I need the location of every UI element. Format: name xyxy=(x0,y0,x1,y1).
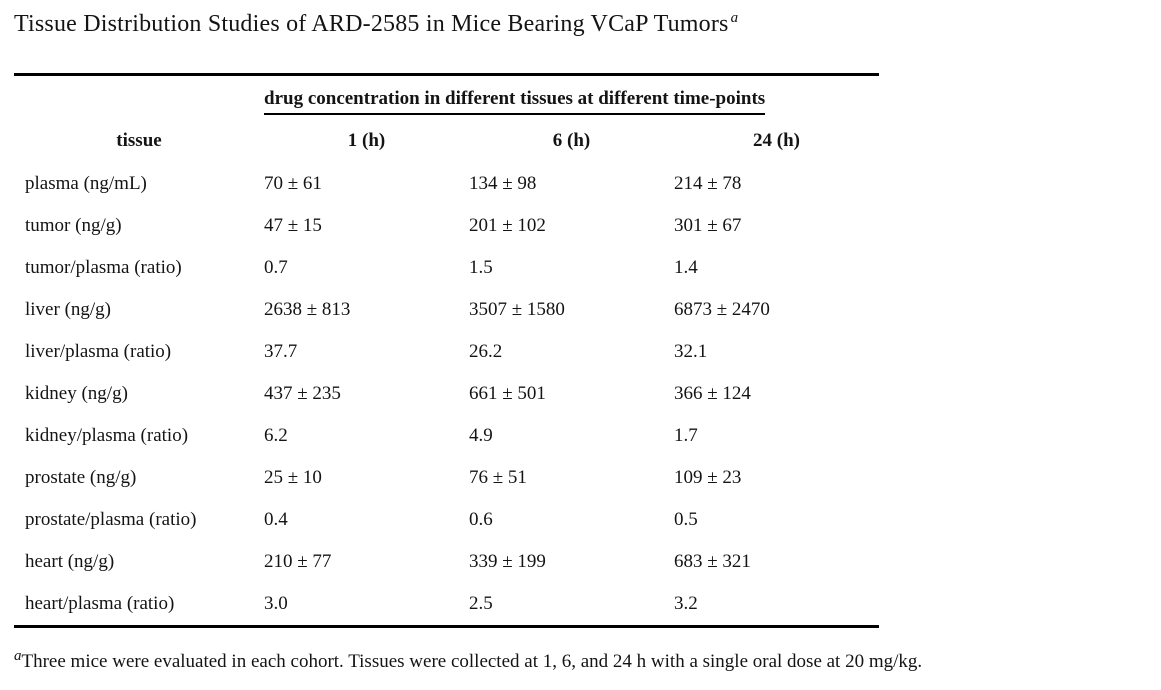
value-cell: 37.7 xyxy=(264,341,298,362)
value-cell: 26.2 xyxy=(469,341,503,362)
table-row: tumor (ng/g) 47 ± 15 201 ± 102 301 ± 67 xyxy=(14,205,879,247)
value-cell: 366 ± 124 xyxy=(674,383,751,404)
value-cell: 661 ± 501 xyxy=(469,383,546,404)
value-cell: 0.4 xyxy=(264,509,288,530)
table-row: liver (ng/g) 2638 ± 813 3507 ± 1580 6873… xyxy=(14,289,879,331)
column-header-1h: 1 (h) xyxy=(347,129,386,151)
value-cell: 32.1 xyxy=(674,341,708,362)
tissue-label-cell: liver (ng/g) xyxy=(25,299,112,320)
value-cell: 134 ± 98 xyxy=(469,173,537,194)
value-cell: 6.2 xyxy=(264,425,288,446)
value-cell: 0.7 xyxy=(264,257,288,278)
paper-table-page: Tissue Distribution Studies of ARD-2585 … xyxy=(0,9,1161,690)
data-table: drug concentration in different tissues … xyxy=(14,73,879,628)
value-cell: 3507 ± 1580 xyxy=(469,299,565,320)
table-row: plasma (ng/mL) 70 ± 61 134 ± 98 214 ± 78 xyxy=(14,163,879,205)
table-footnote: aThree mice were evaluated in each cohor… xyxy=(14,648,1161,676)
value-cell: 70 ± 61 xyxy=(264,173,322,194)
tissue-label-cell: heart (ng/g) xyxy=(25,551,115,572)
tissue-label-cell: heart/plasma (ratio) xyxy=(25,593,175,614)
value-cell: 1.4 xyxy=(674,257,698,278)
title-footnote-marker: a xyxy=(730,10,739,26)
value-cell: 0.6 xyxy=(469,509,493,530)
column-header-tissue: tissue xyxy=(116,129,162,151)
value-cell: 6873 ± 2470 xyxy=(674,299,770,320)
value-cell: 214 ± 78 xyxy=(674,173,742,194)
table-row: prostate (ng/g) 25 ± 10 76 ± 51 109 ± 23 xyxy=(14,457,879,499)
span-header-label: drug concentration in different tissues … xyxy=(264,87,766,115)
value-cell: 2.5 xyxy=(469,593,493,614)
table-row: kidney (ng/g) 437 ± 235 661 ± 501 366 ± … xyxy=(14,373,879,415)
value-cell: 1.7 xyxy=(674,425,698,446)
value-cell: 0.5 xyxy=(674,509,698,530)
table-row: prostate/plasma (ratio) 0.4 0.6 0.5 xyxy=(14,499,879,541)
value-cell: 47 ± 15 xyxy=(264,215,322,236)
table-row: tumor/plasma (ratio) 0.7 1.5 1.4 xyxy=(14,247,879,289)
tissue-label-cell: prostate (ng/g) xyxy=(25,467,137,488)
value-cell: 3.2 xyxy=(674,593,698,614)
table-title-text: Tissue Distribution Studies of ARD-2585 … xyxy=(14,11,729,37)
value-cell: 201 ± 102 xyxy=(469,215,546,236)
tissue-label-cell: kidney (ng/g) xyxy=(25,383,128,404)
footnote-marker: a xyxy=(14,648,22,664)
value-cell: 437 ± 235 xyxy=(264,383,341,404)
value-cell: 683 ± 321 xyxy=(674,551,751,572)
tissue-label-cell: plasma (ng/mL) xyxy=(25,173,147,194)
tissue-label-cell: kidney/plasma (ratio) xyxy=(25,425,189,446)
table-row: heart/plasma (ratio) 3.0 2.5 3.2 xyxy=(14,583,879,625)
table-row: heart (ng/g) 210 ± 77 339 ± 199 683 ± 32… xyxy=(14,541,879,583)
value-cell: 210 ± 77 xyxy=(264,551,332,572)
table-row: liver/plasma (ratio) 37.7 26.2 32.1 xyxy=(14,331,879,373)
tissue-label-cell: tumor (ng/g) xyxy=(25,215,122,236)
table-row: kidney/plasma (ratio) 6.2 4.9 1.7 xyxy=(14,415,879,457)
column-header-6h: 6 (h) xyxy=(552,129,591,151)
value-cell: 76 ± 51 xyxy=(469,467,527,488)
value-cell: 339 ± 199 xyxy=(469,551,546,572)
column-header-24h: 24 (h) xyxy=(753,129,800,151)
value-cell: 3.0 xyxy=(264,593,288,614)
span-header-row: drug concentration in different tissues … xyxy=(264,87,879,118)
tissue-label-cell: tumor/plasma (ratio) xyxy=(25,257,182,278)
value-cell: 109 ± 23 xyxy=(674,467,742,488)
value-cell: 25 ± 10 xyxy=(264,467,322,488)
tissue-label-cell: liver/plasma (ratio) xyxy=(25,341,172,362)
tissue-label-cell: prostate/plasma (ratio) xyxy=(25,509,197,530)
table-title: Tissue Distribution Studies of ARD-2585 … xyxy=(14,9,1161,42)
value-cell: 2638 ± 813 xyxy=(264,299,351,320)
value-cell: 1.5 xyxy=(469,257,493,278)
value-cell: 4.9 xyxy=(469,425,493,446)
column-header-row: tissue 1 (h) 6 (h) 24 (h) xyxy=(14,118,879,163)
footnote-text: Three mice were evaluated in each cohort… xyxy=(21,651,923,672)
value-cell: 301 ± 67 xyxy=(674,215,742,236)
